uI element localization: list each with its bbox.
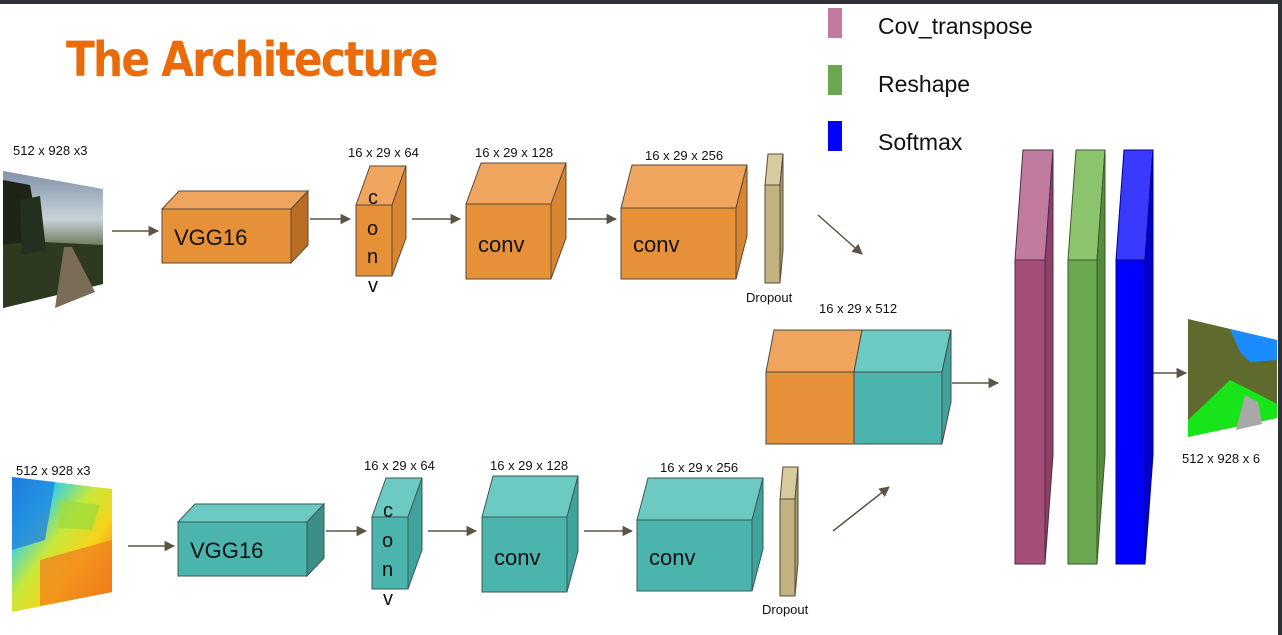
bottom-conv2-label: conv bbox=[494, 545, 541, 570]
merged-concat-block bbox=[765, 329, 952, 445]
output-dims: 512 x 928 x 6 bbox=[1182, 451, 1261, 466]
legend-label-reshape: Reshape bbox=[878, 71, 971, 97]
legend-swatch-softmax bbox=[828, 121, 842, 151]
top-branch-arrows bbox=[112, 213, 863, 255]
top-conv1-block bbox=[355, 165, 407, 277]
bottom-conv3-dims: 16 x 29 x 256 bbox=[660, 460, 739, 475]
bottom-conv3-block bbox=[636, 477, 764, 592]
window-top-border bbox=[0, 0, 1282, 4]
top-conv2-label: conv bbox=[478, 232, 525, 257]
bottom-vgg16-block bbox=[176, 502, 326, 578]
merged-dims: 16 x 29 x 512 bbox=[819, 301, 898, 316]
top-input-image bbox=[3, 171, 103, 308]
legend-swatch-reshape bbox=[828, 65, 842, 95]
top-conv3-label: conv bbox=[633, 232, 680, 257]
bottom-vgg16-label: VGG16 bbox=[190, 538, 264, 563]
bottom-conv1-letter-c: c bbox=[383, 500, 393, 522]
top-dropout-block bbox=[764, 153, 784, 284]
top-vgg16-label: VGG16 bbox=[174, 225, 248, 250]
top-conv1-letter-c: c bbox=[368, 187, 378, 209]
bottom-conv2-dims: 16 x 29 x 128 bbox=[490, 458, 569, 473]
legend-label-softmax: Softmax bbox=[878, 129, 963, 155]
top-dropout-label: Dropout bbox=[746, 290, 793, 305]
top-conv1-letter-o: o bbox=[367, 218, 379, 240]
top-conv1-dims: 16 x 29 x 64 bbox=[348, 145, 419, 160]
bottom-dropout-label: Dropout bbox=[762, 602, 809, 617]
bottom-conv3-label: conv bbox=[649, 545, 696, 570]
bottom-input-dims: 512 x 928 x3 bbox=[16, 463, 91, 478]
top-conv2-block bbox=[465, 162, 567, 280]
bottom-input-image bbox=[12, 477, 112, 612]
bottom-conv1-block bbox=[371, 477, 423, 590]
legend-label-cov-transpose: Cov_transpose bbox=[878, 13, 1033, 39]
bottom-branch-arrows bbox=[128, 486, 890, 552]
top-conv1-letter-n: n bbox=[367, 246, 379, 268]
legend-swatch-cov-transpose bbox=[828, 8, 842, 38]
top-conv1-letter-v: v bbox=[368, 275, 378, 297]
top-conv3-block bbox=[620, 164, 748, 280]
bottom-dropout-block bbox=[779, 466, 799, 597]
bottom-conv1-letter-n: n bbox=[382, 559, 394, 581]
bottom-conv1-letter-v: v bbox=[383, 588, 393, 610]
bottom-conv1-letter-o: o bbox=[382, 530, 394, 552]
top-vgg16-block bbox=[160, 189, 310, 265]
cov-transpose-layer bbox=[1014, 149, 1054, 565]
output-segmentation-image bbox=[1188, 319, 1277, 437]
reshape-layer bbox=[1067, 149, 1106, 565]
merge-arrows bbox=[952, 367, 1188, 389]
bottom-conv1-dims: 16 x 29 x 64 bbox=[364, 458, 435, 473]
window-right-border bbox=[1278, 0, 1282, 635]
top-input-dims: 512 x 928 x3 bbox=[13, 143, 88, 158]
bottom-conv2-block bbox=[481, 475, 579, 593]
top-conv2-dims: 16 x 29 x 128 bbox=[475, 145, 554, 160]
slide-title: The Architecture bbox=[66, 32, 439, 88]
softmax-layer bbox=[1115, 149, 1154, 565]
top-conv3-dims: 16 x 29 x 256 bbox=[645, 148, 724, 163]
